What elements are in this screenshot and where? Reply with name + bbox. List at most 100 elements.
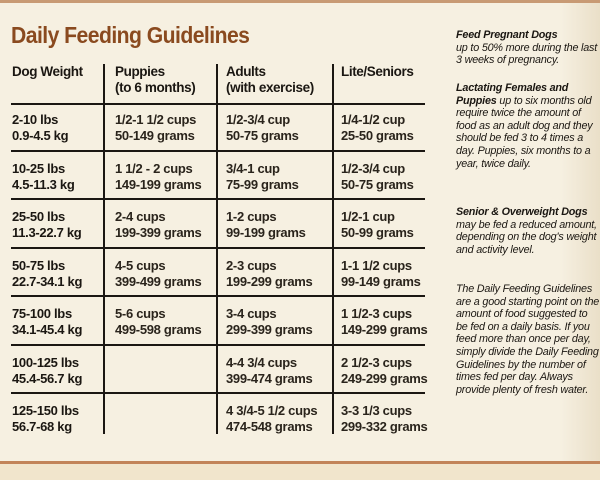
cell-primary: 125-150 lbs bbox=[12, 403, 79, 418]
row-divider bbox=[11, 150, 425, 152]
cell-primary: 1/2-1 1/2 cups bbox=[115, 112, 197, 127]
note-pregnant: Feed Pregnant Dogs up to 50% more during … bbox=[456, 29, 600, 67]
cell-primary: 3-3 1/3 cups bbox=[341, 403, 412, 418]
cell-secondary: 399-474 grams bbox=[226, 370, 313, 386]
cell-primary: 1-2 cups bbox=[226, 209, 277, 224]
column-divider bbox=[332, 64, 334, 434]
cell-secondary: 99-199 grams bbox=[226, 225, 306, 240]
header-adults: Adults (with exercise) bbox=[226, 64, 314, 96]
cell-primary: 1/2-1 cup bbox=[341, 209, 395, 224]
table-cell-weight: 10-25 lbs 4.5-11.3 kg bbox=[12, 160, 75, 193]
table-cell-puppies: 2-4 cups 199-399 grams bbox=[115, 209, 202, 241]
column-divider bbox=[103, 64, 105, 434]
note-heading: Lactating Females and Puppies bbox=[456, 82, 569, 107]
column-divider bbox=[216, 64, 218, 434]
note-text: up to six months old require twice the a… bbox=[456, 94, 593, 170]
cell-primary: 3/4-1 cup bbox=[226, 160, 280, 176]
header-sublabel: (to 6 months) bbox=[115, 80, 196, 95]
cell-secondary: 34.1-45.4 kg bbox=[12, 322, 83, 337]
background-fade bbox=[560, 3, 600, 461]
header-sublabel: (with exercise) bbox=[226, 80, 314, 95]
cell-secondary: 11.3-22.7 kg bbox=[12, 225, 82, 240]
note-text: may be fed a reduced amount, depending o… bbox=[456, 218, 597, 256]
cell-secondary: 299-399 grams bbox=[226, 322, 313, 337]
note-text: up to 50% more during the last 3 weeks o… bbox=[456, 41, 598, 67]
cell-secondary: 249-299 grams bbox=[341, 370, 428, 386]
cell-primary: 3-4 cups bbox=[226, 306, 277, 321]
note-general: The Daily Feeding Guidelines are a good … bbox=[456, 283, 600, 396]
cell-primary: 1/2-3/4 cup bbox=[341, 160, 405, 176]
table-cell-weight: 50-75 lbs 22.7-34.1 kg bbox=[12, 258, 82, 290]
cell-primary: 2-4 cups bbox=[115, 209, 166, 224]
header-label: Dog Weight bbox=[12, 64, 83, 79]
cell-primary: 10-25 lbs bbox=[12, 160, 65, 176]
cell-secondary: 0.9-4.5 kg bbox=[12, 128, 69, 143]
cell-secondary: 22.7-34.1 kg bbox=[12, 273, 83, 289]
cell-primary: 50-75 lbs bbox=[12, 257, 65, 273]
header-dog-weight: Dog Weight bbox=[12, 64, 83, 80]
table-cell-lite: 1/4-1/2 cup 25-50 grams bbox=[341, 112, 414, 144]
table-cell-adults: 1-2 cups 99-199 grams bbox=[226, 209, 306, 241]
table-cell-adults: 3-4 cups 299-399 grams bbox=[226, 306, 313, 338]
row-divider bbox=[11, 198, 425, 200]
cell-secondary: 474-548 grams bbox=[226, 419, 313, 434]
note-senior: Senior & Overweight Dogs may be fed a re… bbox=[456, 206, 600, 256]
bottom-band bbox=[0, 464, 600, 480]
row-divider bbox=[11, 103, 425, 105]
cell-primary: 25-50 lbs bbox=[12, 209, 65, 224]
cell-secondary: 25-50 grams bbox=[341, 128, 414, 143]
cell-primary: 4-4 3/4 cups bbox=[226, 354, 297, 370]
cell-primary: 1-1 1/2 cups bbox=[341, 257, 412, 273]
row-divider bbox=[11, 344, 425, 346]
cell-secondary: 4.5-11.3 kg bbox=[12, 176, 75, 192]
cell-secondary: 56.7-68 kg bbox=[12, 419, 72, 434]
cell-primary: 2-10 lbs bbox=[12, 112, 59, 127]
table-cell-lite: 2 1/2-3 cups 249-299 grams bbox=[341, 355, 428, 387]
table-cell-adults: 4-4 3/4 cups 399-474 grams bbox=[226, 354, 313, 387]
row-divider bbox=[11, 247, 425, 249]
table-cell-lite: 1/2-1 cup 50-99 grams bbox=[341, 209, 414, 241]
cell-primary: 1/4-1/2 cup bbox=[341, 112, 405, 127]
table-cell-lite: 1 1/2-3 cups 149-299 grams bbox=[341, 306, 428, 338]
note-lactating: Lactating Females and Puppies up to six … bbox=[456, 82, 600, 170]
bottom-border bbox=[0, 461, 600, 464]
table-cell-weight: 75-100 lbs 34.1-45.4 kg bbox=[12, 306, 82, 338]
cell-secondary: 399-499 grams bbox=[115, 273, 202, 289]
cell-secondary: 99-149 grams bbox=[341, 273, 421, 289]
table-cell-puppies: 1 1/2 - 2 cups 149-199 grams bbox=[115, 160, 202, 193]
table-cell-lite: 1-1 1/2 cups 99-149 grams bbox=[341, 258, 421, 290]
cell-primary: 4 3/4-5 1/2 cups bbox=[226, 403, 318, 418]
table-cell-weight: 100-125 lbs 45.4-56.7 kg bbox=[12, 355, 82, 387]
row-divider bbox=[11, 295, 425, 297]
cell-primary: 1 1/2 - 2 cups bbox=[115, 160, 193, 176]
cell-secondary: 75-99 grams bbox=[226, 176, 299, 192]
cell-secondary: 50-75 grams bbox=[341, 176, 414, 192]
table-cell-lite: 3-3 1/3 cups 299-332 grams bbox=[341, 403, 428, 435]
table-cell-adults: 3/4-1 cup 75-99 grams bbox=[226, 161, 299, 193]
cell-secondary: 199-299 grams bbox=[226, 273, 313, 289]
cell-primary: 1 1/2-3 cups bbox=[341, 306, 412, 321]
table-cell-lite: 1/2-3/4 cup 50-75 grams bbox=[341, 161, 414, 193]
table-cell-puppies: 5-6 cups 499-598 grams bbox=[115, 306, 202, 338]
cell-primary: 2-3 cups bbox=[226, 257, 277, 273]
cell-primary: 5-6 cups bbox=[115, 306, 166, 321]
table-cell-weight: 125-150 lbs 56.7-68 kg bbox=[12, 403, 79, 435]
table-cell-adults: 1/2-3/4 cup 50-75 grams bbox=[226, 112, 299, 144]
header-label: Puppies bbox=[115, 64, 165, 79]
cell-secondary: 50-149 grams bbox=[115, 128, 195, 143]
cell-secondary: 50-99 grams bbox=[341, 225, 414, 240]
table-cell-adults: 2-3 cups 199-299 grams bbox=[226, 257, 313, 290]
cell-secondary: 499-598 grams bbox=[115, 322, 202, 337]
cell-secondary: 149-199 grams bbox=[115, 176, 202, 192]
table-cell-weight: 25-50 lbs 11.3-22.7 kg bbox=[12, 209, 82, 241]
cell-secondary: 199-399 grams bbox=[115, 225, 202, 240]
page-title: Daily Feeding Guidelines bbox=[11, 22, 250, 48]
cell-primary: 100-125 lbs bbox=[12, 354, 79, 370]
cell-primary: 75-100 lbs bbox=[12, 306, 72, 321]
cell-secondary: 149-299 grams bbox=[341, 322, 428, 337]
note-heading: Senior & Overweight Dogs bbox=[456, 206, 588, 218]
note-heading: Feed Pregnant Dogs bbox=[456, 29, 558, 41]
header-label: Lite/Seniors bbox=[341, 64, 414, 79]
row-divider bbox=[11, 392, 425, 394]
header-puppies: Puppies (to 6 months) bbox=[115, 64, 196, 96]
